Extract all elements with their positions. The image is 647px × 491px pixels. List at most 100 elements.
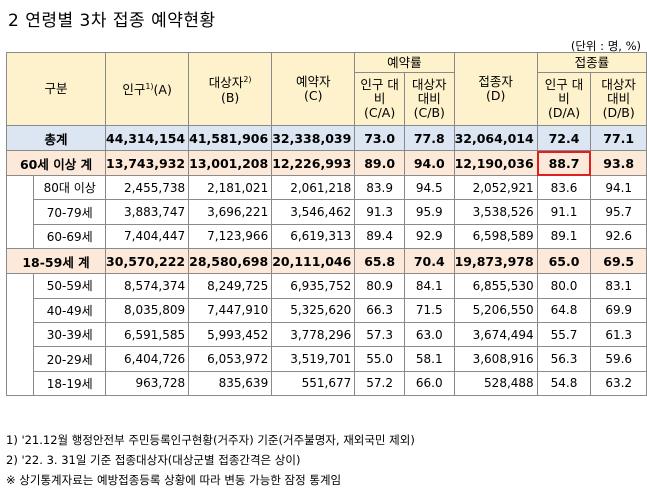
res-pop-cell: 65.8 (354, 248, 405, 275)
footnotes: 1) '21.12월 행정안전부 주민등록인구현황(거주자) 기준(거주불명자,… (6, 430, 415, 490)
target-cell: 8,249,725 (188, 273, 273, 299)
res-target-cell: 70.4 (403, 248, 455, 275)
population-cell: 7,404,447 (105, 223, 190, 250)
header-reserved: 예약자 (C) (271, 52, 356, 126)
vac-pop-cell: 80.0 (536, 273, 592, 299)
vaccinated-cell: 32,064,014 (453, 125, 538, 151)
vac-target-cell: 92.6 (590, 223, 647, 250)
header-vaccination-rate: 접종률 (536, 52, 647, 73)
reserved-cell: 6,619,313 (271, 223, 356, 250)
population-cell: 6,591,585 (105, 321, 190, 348)
vac-target-cell: 59.6 (590, 346, 647, 372)
population-cell: 8,574,374 (105, 273, 190, 299)
reserved-cell: 5,325,620 (271, 297, 356, 323)
page-title: 2 연령별 3차 접종 예약현황 (8, 11, 216, 31)
target-cell: 835,639 (188, 370, 273, 397)
res-pop-cell: 91.3 (354, 199, 405, 225)
vac-target-cell: 77.1 (590, 125, 647, 151)
row-label: 50-59세 (33, 273, 107, 299)
vaccinated-cell: 3,674,494 (453, 321, 538, 348)
table-row: 18-19세 963,728 835,639 551,677 57.2 66.0… (5, 370, 647, 397)
res-target-cell: 84.1 (403, 273, 455, 299)
res-target-cell: 94.0 (403, 150, 455, 176)
target-cell: 41,581,906 (188, 125, 273, 151)
vac-pop-cell: 72.4 (536, 125, 592, 151)
target-cell: 28,580,698 (188, 248, 273, 275)
row-label: 80대 이상 (33, 174, 107, 201)
table-row: 60세 이상 계 13,743,932 13,001,208 12,226,99… (5, 150, 647, 176)
population-cell: 2,455,738 (105, 174, 190, 201)
res-pop-cell: 57.3 (354, 321, 405, 348)
reserved-cell: 12,226,993 (271, 150, 356, 176)
population-cell: 44,314,154 (105, 125, 190, 151)
vac-pop-cell: 89.1 (536, 223, 592, 250)
row-label: 30-39세 (33, 321, 107, 348)
vaccinated-cell: 6,855,530 (453, 273, 538, 299)
target-cell: 6,053,972 (188, 346, 273, 372)
header-reservation-rate: 예약률 (354, 52, 455, 73)
header-vac-pop: 인구 대비 (D/A) (536, 72, 592, 126)
header-target: 대상자2) (B) (188, 52, 273, 126)
vaccinated-cell: 12,190,036 (453, 150, 538, 176)
res-target-cell: 94.5 (403, 174, 455, 201)
res-pop-cell: 57.2 (354, 370, 405, 397)
header-res-pop: 인구 대비 (C/A) (354, 72, 405, 126)
res-pop-cell: 73.0 (354, 125, 405, 151)
res-target-cell: 63.0 (403, 321, 455, 348)
res-pop-cell: 83.9 (354, 174, 405, 201)
res-target-cell: 71.5 (403, 297, 455, 323)
population-cell: 963,728 (105, 370, 190, 397)
vac-target-cell: 69.5 (590, 248, 647, 275)
vac-pop-cell: 64.8 (536, 297, 592, 323)
vaccinated-cell: 528,488 (453, 370, 538, 397)
vac-target-cell: 63.2 (590, 370, 647, 397)
row-label: 18-59세 계 (5, 248, 107, 275)
table-row: 30-39세 6,591,585 5,993,452 3,778,296 57.… (5, 321, 647, 348)
reserved-cell: 32,338,039 (271, 125, 356, 151)
header-vaccinated: 접종자 (D) (453, 52, 538, 126)
res-pop-cell: 89.0 (354, 150, 405, 176)
row-label: 20-29세 (33, 346, 107, 372)
res-target-cell: 66.0 (403, 370, 455, 397)
vac-pop-cell: 56.3 (536, 346, 592, 372)
population-cell: 8,035,809 (105, 297, 190, 323)
header-vac-target: 대상자 대비 (D/B) (590, 72, 647, 126)
target-cell: 2,181,021 (188, 174, 273, 201)
vac-target-cell: 61.3 (590, 321, 647, 348)
row-label: 60세 이상 계 (5, 150, 107, 176)
vac-target-cell: 69.9 (590, 297, 647, 323)
vac-pop-cell: 83.6 (536, 174, 592, 201)
res-target-cell: 92.9 (403, 223, 455, 250)
population-cell: 30,570,222 (105, 248, 190, 275)
vaccinated-cell: 2,052,921 (453, 174, 538, 201)
vaccinated-cell: 5,206,550 (453, 297, 538, 323)
res-target-cell: 95.9 (403, 199, 455, 225)
row-label: 70-79세 (33, 199, 107, 225)
reserved-cell: 3,519,701 (271, 346, 356, 372)
vac-target-cell: 94.1 (590, 174, 647, 201)
row-label: 총계 (5, 125, 107, 151)
target-cell: 5,993,452 (188, 321, 273, 348)
reserved-cell: 3,546,462 (271, 199, 356, 225)
vaccination-table: 구분 인구1)(A) 대상자2) (B) 예약자 (C) 예약률 접종자 (D) 접종… (5, 52, 647, 397)
footnote-3: ※ 상기통계자료는 예방접종등록 상황에 따라 변동 가능한 잠정 통계임 (6, 473, 342, 487)
row-label: 40-49세 (33, 297, 107, 323)
population-cell: 13,743,932 (105, 150, 190, 176)
header-group: 구분 (5, 52, 107, 126)
table-row: 70-79세 3,883,747 3,696,221 3,546,462 91.… (5, 199, 647, 225)
vac-target-cell: 93.8 (590, 150, 647, 176)
target-cell: 3,696,221 (188, 199, 273, 225)
table-row: 총계 44,314,154 41,581,906 32,338,039 73.0… (5, 125, 647, 151)
population-cell: 3,883,747 (105, 199, 190, 225)
res-pop-cell: 55.0 (354, 346, 405, 372)
reserved-cell: 20,111,046 (271, 248, 356, 275)
reserved-cell: 2,061,218 (271, 174, 356, 201)
table-row: 20-29세 6,404,726 6,053,972 3,519,701 55.… (5, 346, 647, 372)
table-row: 60-69세 7,404,447 7,123,966 6,619,313 89.… (5, 223, 647, 250)
vaccinated-cell: 6,598,589 (453, 223, 538, 250)
table-row: 18-59세 계 30,570,222 28,580,698 20,111,04… (5, 248, 647, 275)
vac-pop-cell: 91.1 (536, 199, 592, 225)
vaccinated-cell: 3,538,526 (453, 199, 538, 225)
vac-pop-cell: 55.7 (536, 321, 592, 348)
vaccinated-cell: 3,608,916 (453, 346, 538, 372)
